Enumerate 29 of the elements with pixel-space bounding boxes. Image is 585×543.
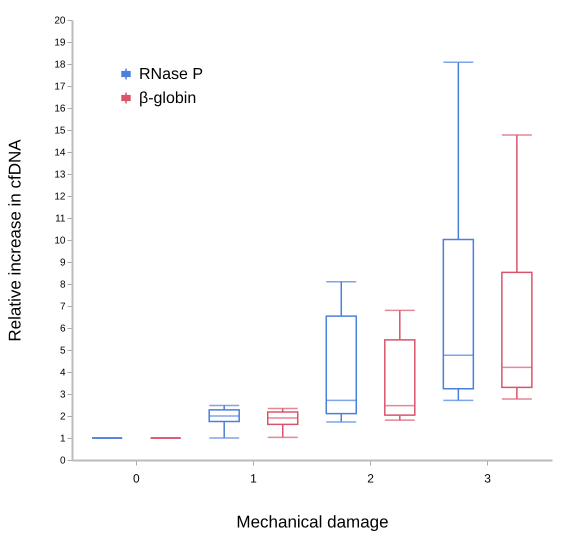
y-tick-label: 18 <box>54 60 66 70</box>
x-tick-label: 3 <box>484 472 492 486</box>
y-tick-label: 15 <box>54 126 66 136</box>
y-tick-label: 2 <box>60 412 66 422</box>
y-tick-label: 5 <box>60 346 66 356</box>
x-tick-label: 1 <box>250 472 258 486</box>
y-tick-label: 7 <box>60 302 66 312</box>
y-tick-label: 12 <box>54 192 66 202</box>
y-tick-label: 11 <box>55 214 66 224</box>
y-tick-label: 4 <box>60 368 66 378</box>
x-tick-label: 0 <box>133 472 140 486</box>
y-tick-label: 19 <box>54 38 66 48</box>
x-axis-title: Mechanical damage <box>236 512 389 532</box>
y-tick-label: 16 <box>54 104 66 114</box>
y-tick-label: 13 <box>54 170 66 180</box>
y-tick-label: 0 <box>60 456 66 466</box>
y-tick-label: 17 <box>54 82 66 92</box>
x-tick-label: 2 <box>367 472 374 486</box>
y-tick-label: 1 <box>60 434 66 444</box>
y-tick-label: 10 <box>54 236 66 246</box>
y-tick-label: 20 <box>54 16 66 26</box>
y-tick-label: 6 <box>60 324 66 334</box>
y-axis-title: Relative increase in cfDNA <box>5 138 24 342</box>
y-tick-label: 3 <box>60 390 66 400</box>
legend-label: RNase P <box>139 66 204 83</box>
y-tick-label: 8 <box>60 280 66 290</box>
y-tick-label: 9 <box>60 258 66 268</box>
legend-label: β-globin <box>139 90 196 107</box>
y-tick-label: 14 <box>54 148 66 158</box>
